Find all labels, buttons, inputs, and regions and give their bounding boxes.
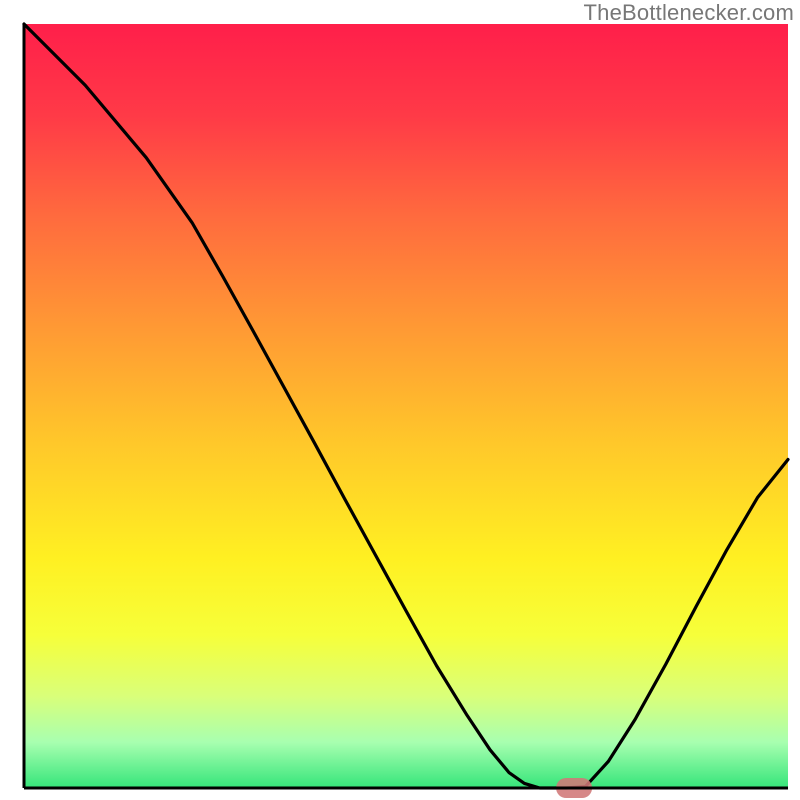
chart-svg (0, 0, 800, 800)
attribution-text: TheBottlenecker.com (584, 0, 794, 26)
plot-background (24, 24, 788, 788)
bottleneck-chart: TheBottlenecker.com (0, 0, 800, 800)
